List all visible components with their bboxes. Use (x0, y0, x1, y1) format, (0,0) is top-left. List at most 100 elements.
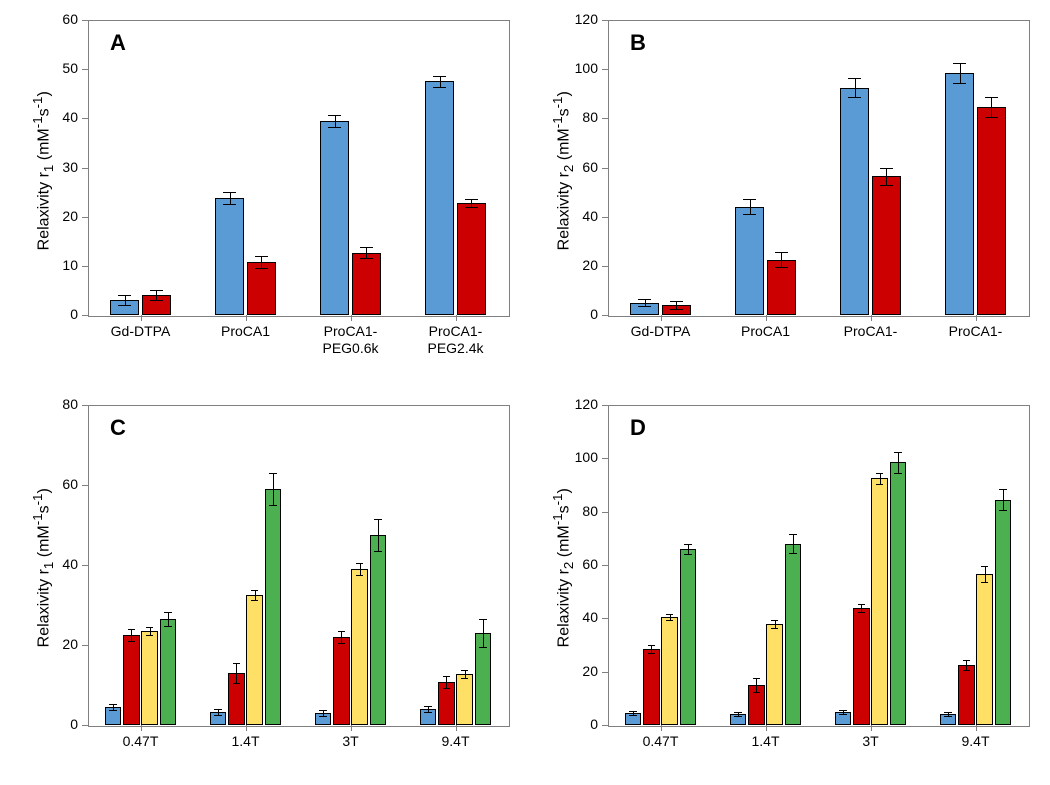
ytick-mark (602, 512, 608, 513)
errorbar-cap (858, 612, 866, 613)
ytick-mark (82, 217, 88, 218)
errorbar-cap (128, 641, 136, 642)
errorbar-cap (839, 710, 847, 711)
errorbar-cap (233, 683, 241, 684)
errorbar (261, 256, 262, 268)
xtick-mark (456, 725, 457, 731)
errorbar-cap (223, 192, 236, 193)
bar-D-green (890, 462, 907, 725)
errorbar (688, 544, 689, 555)
errorbar-cap (894, 473, 902, 474)
xtick-mark (976, 725, 977, 731)
xtick-label: Gd-DTPA (611, 323, 711, 340)
errorbar-cap (479, 647, 487, 648)
errorbar-cap (356, 563, 364, 564)
errorbar-cap (128, 629, 136, 630)
errorbar-cap (109, 710, 117, 711)
ytick-label: 40 (568, 609, 598, 625)
ytick-mark (82, 20, 88, 21)
bar-D-green (995, 500, 1012, 725)
errorbar-cap (684, 544, 692, 545)
errorbar-cap (356, 575, 364, 576)
ytick-label: 10 (48, 257, 78, 273)
ytick-mark (82, 645, 88, 646)
errorbar-cap (251, 590, 259, 591)
ytick-label: 80 (568, 503, 598, 519)
errorbar-cap (374, 519, 382, 520)
errorbar-cap (953, 83, 966, 84)
errorbar (440, 76, 441, 88)
xtick-mark (246, 725, 247, 731)
errorbar-cap (150, 300, 163, 301)
errorbar-cap (164, 612, 172, 613)
xtick-label: 0.47T (621, 733, 701, 749)
ytick-mark (602, 69, 608, 70)
xtick-label: 3T (831, 733, 911, 749)
errorbar-cap (999, 510, 1007, 511)
errorbar-cap (999, 489, 1007, 490)
errorbar (366, 247, 367, 259)
errorbar-cap (461, 670, 469, 671)
errorbar-cap (433, 76, 446, 77)
xtick-label: 0.47T (101, 733, 181, 749)
errorbar (465, 670, 466, 678)
bar-B-blue (735, 207, 764, 315)
ytick-label: 0 (48, 716, 78, 732)
errorbar (378, 519, 379, 551)
errorbar-cap (848, 97, 861, 98)
xtick-label: ProCA1- (821, 323, 921, 340)
errorbar (966, 660, 967, 671)
errorbar-cap (214, 709, 222, 710)
errorbar-cap (648, 653, 656, 654)
errorbar (750, 199, 751, 214)
errorbar-cap (269, 505, 277, 506)
errorbar (471, 199, 472, 207)
errorbar-cap (465, 199, 478, 200)
bar-A-red (352, 253, 381, 315)
errorbar (236, 663, 237, 683)
ytick-mark (602, 672, 608, 673)
bar-C-yellow (456, 674, 473, 725)
errorbar (341, 631, 342, 643)
ytick-mark (82, 565, 88, 566)
bar-B-blue (945, 73, 974, 315)
errorbar-cap (670, 309, 683, 310)
errorbar-cap (338, 631, 346, 632)
ytick-label: 60 (568, 556, 598, 572)
errorbar-cap (255, 268, 268, 269)
xtick-mark (661, 315, 662, 321)
errorbar (131, 629, 132, 641)
ytick-label: 60 (48, 11, 78, 27)
bar-D-red (643, 649, 660, 725)
errorbar (756, 678, 757, 691)
xtick-label: ProCA1 (196, 323, 296, 340)
ytick-label: 100 (568, 60, 598, 76)
errorbar (880, 473, 881, 484)
ytick-mark (602, 217, 608, 218)
errorbar-cap (638, 299, 651, 300)
ytick-mark (82, 315, 88, 316)
errorbar-cap (666, 620, 674, 621)
errorbar-cap (858, 604, 866, 605)
errorbar (1003, 489, 1004, 510)
bar-A-blue (320, 121, 349, 315)
errorbar (168, 612, 169, 626)
errorbar-cap (214, 715, 222, 716)
bar-D-green (680, 549, 697, 725)
ytick-label: 0 (48, 306, 78, 322)
errorbar-cap (443, 688, 451, 689)
ytick-mark (602, 118, 608, 119)
errorbar-cap (743, 199, 756, 200)
errorbar-cap (319, 716, 327, 717)
ytick-label: 20 (568, 257, 598, 273)
errorbar-cap (233, 663, 241, 664)
xtick-label: 9.4T (936, 733, 1016, 749)
ytick-label: 60 (48, 476, 78, 492)
errorbar-cap (771, 628, 779, 629)
errorbar-cap (443, 676, 451, 677)
errorbar-cap (150, 290, 163, 291)
bar-C-yellow (351, 569, 368, 725)
bar-A-blue (215, 198, 244, 315)
errorbar-cap (880, 185, 893, 186)
errorbar-cap (479, 619, 487, 620)
